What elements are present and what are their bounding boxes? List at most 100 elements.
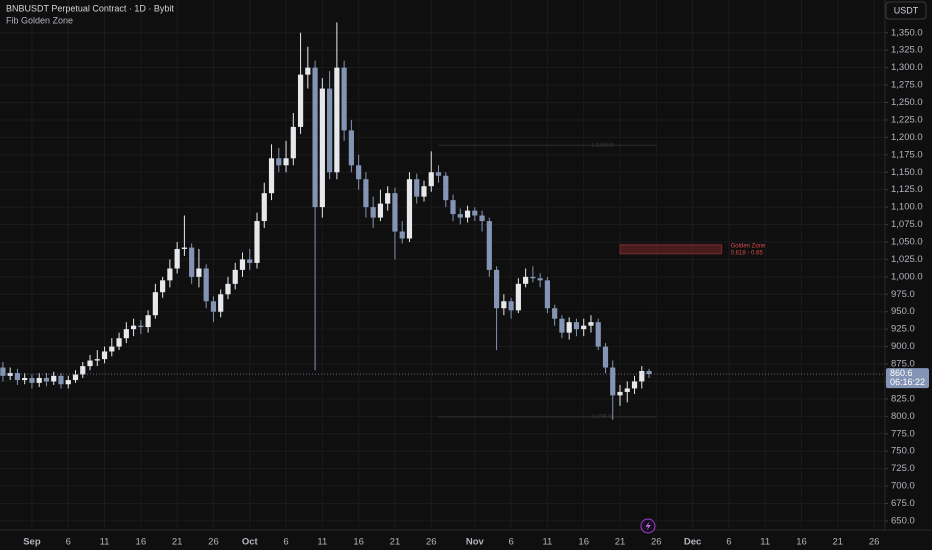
candle-body — [239, 259, 246, 270]
candle-body — [508, 301, 514, 311]
candle-body — [435, 172, 442, 176]
candle-body — [443, 175, 449, 201]
x-tick-label: 6 — [283, 537, 288, 548]
y-tick-label: 1,200.0 — [891, 132, 923, 143]
candle-body — [566, 322, 572, 333]
candle-body — [501, 301, 507, 309]
zone-label: Golden Zone — [731, 243, 766, 249]
candle-body — [80, 366, 86, 375]
candle-body — [116, 338, 122, 347]
last-price-label: 860.6 — [890, 368, 913, 378]
x-tick-label: 6 — [508, 537, 513, 548]
candle-body — [268, 158, 275, 194]
y-tick-label: 900.0 — [891, 341, 915, 352]
x-tick-label: 6 — [726, 537, 731, 548]
candle-body — [203, 268, 209, 302]
candle-body — [327, 88, 333, 173]
golden-zone — [619, 244, 723, 255]
y-tick-label: 1,325.0 — [891, 45, 923, 56]
event-icon-bolt — [645, 521, 651, 531]
x-tick-label: 26 — [208, 537, 219, 548]
y-tick-label: 1,175.0 — [891, 149, 923, 160]
candle-body — [399, 231, 405, 239]
x-tick-label: 11 — [100, 537, 110, 548]
candle-body — [334, 67, 340, 173]
fib-label: 1 (1188.8) — [591, 143, 614, 149]
candle-body — [72, 374, 79, 381]
candle-body — [639, 371, 645, 382]
y-tick-label: 1,275.0 — [891, 80, 923, 91]
candle-body — [348, 130, 354, 166]
x-tick-label: Dec — [684, 537, 701, 548]
y-tick-label: 1,050.0 — [891, 237, 923, 248]
candle-body — [167, 268, 173, 281]
x-tick-label: 11 — [760, 537, 770, 548]
candle-body — [486, 221, 492, 270]
candle-body — [341, 67, 347, 131]
candle-body — [479, 215, 485, 222]
candle-body — [87, 360, 93, 367]
candle-body — [65, 380, 71, 385]
y-tick-label: 1,150.0 — [891, 167, 923, 178]
candle-body — [363, 179, 369, 208]
candle-body — [145, 315, 151, 328]
x-tick-label: 26 — [869, 537, 880, 548]
currency-box[interactable] — [885, 1, 927, 20]
y-tick-label: 925.0 — [891, 324, 915, 335]
y-tick-label: 775.0 — [891, 428, 915, 439]
y-tick-label: 975.0 — [891, 289, 915, 300]
countdown: 06:16:22 — [890, 377, 925, 387]
candle-body — [457, 214, 463, 218]
candle-body — [181, 247, 188, 249]
y-tick-label: 825.0 — [891, 393, 915, 404]
candle-body — [493, 269, 500, 309]
candle-body — [319, 88, 325, 208]
x-tick-label: 16 — [578, 537, 589, 548]
candle-body — [464, 210, 471, 218]
x-tick-label: 21 — [615, 537, 626, 548]
candle-body — [152, 292, 158, 316]
x-tick-label: 16 — [136, 537, 147, 548]
y-tick-label: 700.0 — [891, 481, 915, 492]
candle-body — [58, 375, 64, 385]
candle-body — [210, 301, 217, 312]
candle-body — [305, 67, 311, 75]
zone-sublabel: 0.618 - 0.65 — [731, 250, 764, 256]
candle-body — [530, 276, 536, 279]
y-tick-label: 1,100.0 — [891, 202, 923, 213]
candle-body — [544, 280, 551, 309]
indicator-name: Fib Golden Zone — [6, 15, 73, 25]
y-tick-label: 1,000.0 — [891, 271, 923, 282]
y-tick-label: 675.0 — [891, 498, 915, 509]
y-tick-label: 1,300.0 — [891, 62, 923, 73]
x-tick-label: Oct — [242, 537, 259, 548]
x-tick-label: 26 — [651, 537, 662, 548]
candle-body — [515, 283, 521, 311]
candle-body — [552, 308, 558, 319]
candle-body — [573, 322, 580, 330]
candle-body — [189, 247, 195, 277]
y-tick-label: 1,125.0 — [891, 184, 923, 195]
candle-body — [297, 74, 304, 127]
x-tick-label: 16 — [353, 537, 364, 548]
fib-label: 0 (799.3) — [592, 414, 612, 420]
candle-body — [631, 381, 638, 389]
candle-body — [290, 126, 296, 159]
y-tick-label: 1,250.0 — [891, 97, 923, 108]
candle-body — [196, 268, 202, 277]
candle-body — [225, 283, 231, 295]
y-tick-label: 650.0 — [891, 515, 915, 526]
candle-body — [537, 278, 543, 281]
y-tick-label: 725.0 — [891, 463, 915, 474]
y-tick-label: 750.0 — [891, 446, 915, 457]
candle-body — [218, 294, 224, 312]
x-tick-label: 21 — [390, 537, 401, 548]
candle-body — [160, 280, 166, 293]
y-tick-label: 950.0 — [891, 306, 915, 317]
candle-body — [174, 248, 180, 269]
x-tick-label: Nov — [466, 537, 485, 548]
currency[interactable]: USDT — [894, 5, 919, 15]
candle-body — [595, 322, 601, 347]
candle-body — [36, 377, 42, 383]
